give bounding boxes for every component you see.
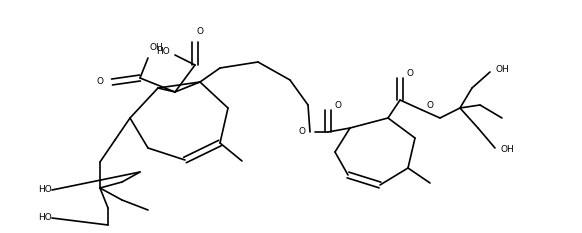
Text: O: O	[197, 27, 204, 37]
Text: O: O	[299, 127, 306, 137]
Text: O: O	[97, 78, 104, 86]
Text: OH: OH	[500, 145, 514, 154]
Text: OH: OH	[495, 65, 509, 75]
Text: HO: HO	[38, 213, 52, 223]
Text: O: O	[406, 69, 413, 78]
Text: O: O	[335, 100, 342, 110]
Text: HO: HO	[38, 185, 52, 195]
Text: OH: OH	[149, 44, 163, 52]
Text: HO: HO	[156, 47, 170, 55]
Text: O: O	[427, 100, 434, 110]
